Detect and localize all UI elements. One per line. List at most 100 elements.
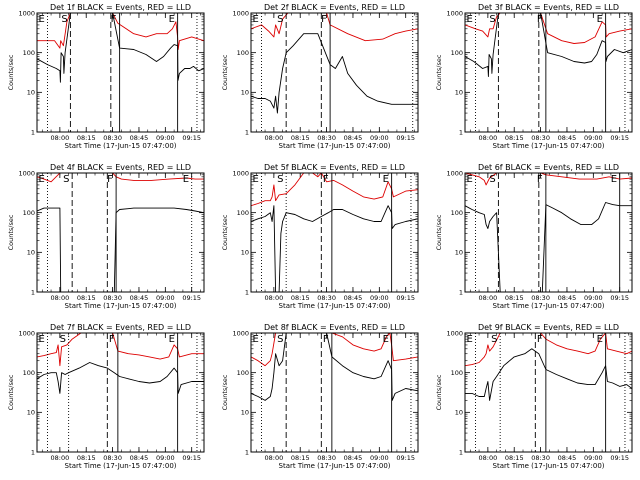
y-tick-label: 1000 (446, 329, 463, 337)
x-axis-label: Start Time (17-Jun-15 07:47:00) (279, 302, 391, 310)
x-axis-label: Start Time (17-Jun-15 07:47:00) (493, 462, 605, 470)
marker-label: E (253, 334, 259, 345)
y-axis-label: Counts/sec (221, 374, 229, 410)
series-line-events (37, 207, 204, 292)
x-axis-label: Start Time (17-Jun-15 07:47:00) (279, 462, 391, 470)
marker-label: E (39, 334, 45, 345)
chart-title: Det 2f BLACK = Events, RED = LLD (264, 3, 405, 12)
plot-area (251, 13, 418, 114)
plot-area (465, 333, 632, 401)
series-line-lld (465, 333, 632, 367)
x-tick-label: 08:30 (531, 294, 550, 302)
y-tick-label: 1000 (18, 169, 35, 177)
y-tick-label: 10 (241, 409, 249, 417)
plot-area (465, 13, 632, 77)
x-axis-label: Start Time (17-Jun-15 07:47:00) (65, 462, 177, 470)
plot-frame (36, 12, 205, 133)
x-tick-label: 08:00 (264, 294, 283, 302)
marker-label: S (60, 334, 66, 345)
y-axis-label: Counts/sec (221, 214, 229, 250)
chart-title: Det 4f BLACK = Events, RED = LLD (50, 163, 191, 172)
x-tick-label: 08:45 (344, 294, 363, 302)
marker-label: S (277, 14, 283, 25)
x-tick-label: 08:45 (344, 134, 363, 142)
plot-area (251, 333, 418, 401)
x-tick-label: 09:15 (396, 454, 415, 462)
marker-label: F (323, 174, 329, 185)
plot-frame (36, 172, 205, 293)
x-tick-label: 08:45 (344, 454, 363, 462)
series-line-events (37, 13, 204, 83)
y-tick-label: 100 (237, 49, 249, 57)
y-tick-label: 10 (241, 89, 249, 97)
marker-label: E (253, 14, 259, 25)
marker-label: E (383, 334, 389, 345)
y-axis-label: Counts/sec (221, 54, 229, 90)
panel-det-1f: Det 1f BLACK = Events, RED = LLD 1 10 100 10… (7, 3, 205, 150)
marker-label: E (467, 14, 473, 25)
x-tick-label: 09:15 (182, 134, 201, 142)
series-line-events (37, 362, 204, 394)
marker-label: S (489, 174, 495, 185)
series-line-lld (465, 13, 632, 44)
x-tick-label: 09:00 (370, 294, 389, 302)
y-tick-label: 100 (23, 49, 35, 57)
marker-label: E (597, 334, 603, 345)
series-line-lld (465, 173, 632, 186)
plot-area (37, 173, 204, 292)
series-line-events (251, 333, 418, 401)
x-tick-label: 09:00 (370, 454, 389, 462)
marker-label: S (277, 334, 283, 345)
plot-frame (464, 12, 633, 133)
chart-title: Det 3f BLACK = Events, RED = LLD (478, 3, 619, 12)
plot-frame (464, 172, 633, 293)
y-tick-label: 1000 (446, 169, 463, 177)
plot-area (251, 173, 418, 292)
y-tick-label: 10 (27, 249, 35, 257)
y-axis-label: Counts/sec (7, 374, 15, 410)
panel-det-9f: Det 9f BLACK = Events, RED = LLD 1 10 100 10… (435, 323, 633, 470)
y-tick-label: 1 (31, 448, 35, 456)
x-tick-label: 09:00 (156, 454, 175, 462)
marker-label: E (39, 174, 45, 185)
x-axis-label: Start Time (17-Jun-15 07:47:00) (493, 142, 605, 150)
y-tick-label: 1 (245, 128, 249, 136)
x-tick-label: 08:30 (103, 134, 122, 142)
marker-label: E (183, 174, 189, 185)
x-tick-label: 09:15 (182, 454, 201, 462)
x-tick-label: 08:30 (317, 134, 336, 142)
chart-title: Det 7f BLACK = Events, RED = LLD (50, 323, 191, 332)
y-axis-label: Counts/sec (435, 374, 443, 410)
x-tick-label: 08:15 (291, 294, 310, 302)
y-tick-label: 1 (31, 128, 35, 136)
x-tick-label: 09:00 (156, 134, 175, 142)
y-tick-label: 100 (23, 369, 35, 377)
x-tick-label: 09:00 (584, 134, 603, 142)
plot-frame (250, 172, 419, 293)
series-line-events (251, 205, 418, 292)
plot-frame (36, 332, 205, 453)
marker-label: E (253, 174, 259, 185)
y-axis-label: Counts/sec (7, 54, 15, 90)
x-tick-label: 09:15 (610, 294, 629, 302)
marker-label: E (39, 14, 45, 25)
panel-det-6f: Det 6f BLACK = Events, RED = LLD 1 10 100 10… (435, 163, 633, 310)
marker-label: F (537, 334, 543, 345)
series-line-lld (251, 333, 418, 367)
x-tick-label: 08:15 (77, 454, 96, 462)
y-tick-label: 10 (241, 249, 249, 257)
x-tick-label: 08:15 (505, 454, 524, 462)
x-tick-label: 08:30 (103, 294, 122, 302)
y-tick-label: 10 (27, 89, 35, 97)
y-tick-label: 1 (245, 288, 249, 296)
x-axis-label: Start Time (17-Jun-15 07:47:00) (493, 302, 605, 310)
x-tick-label: 08:15 (77, 134, 96, 142)
y-tick-label: 1 (245, 448, 249, 456)
marker-label: E (383, 174, 389, 185)
x-tick-label: 08:00 (264, 134, 283, 142)
x-tick-label: 08:00 (478, 294, 497, 302)
series-line-events (251, 33, 418, 114)
y-axis-label: Counts/sec (435, 214, 443, 250)
plot-area (465, 173, 632, 292)
marker-label: S (491, 334, 497, 345)
